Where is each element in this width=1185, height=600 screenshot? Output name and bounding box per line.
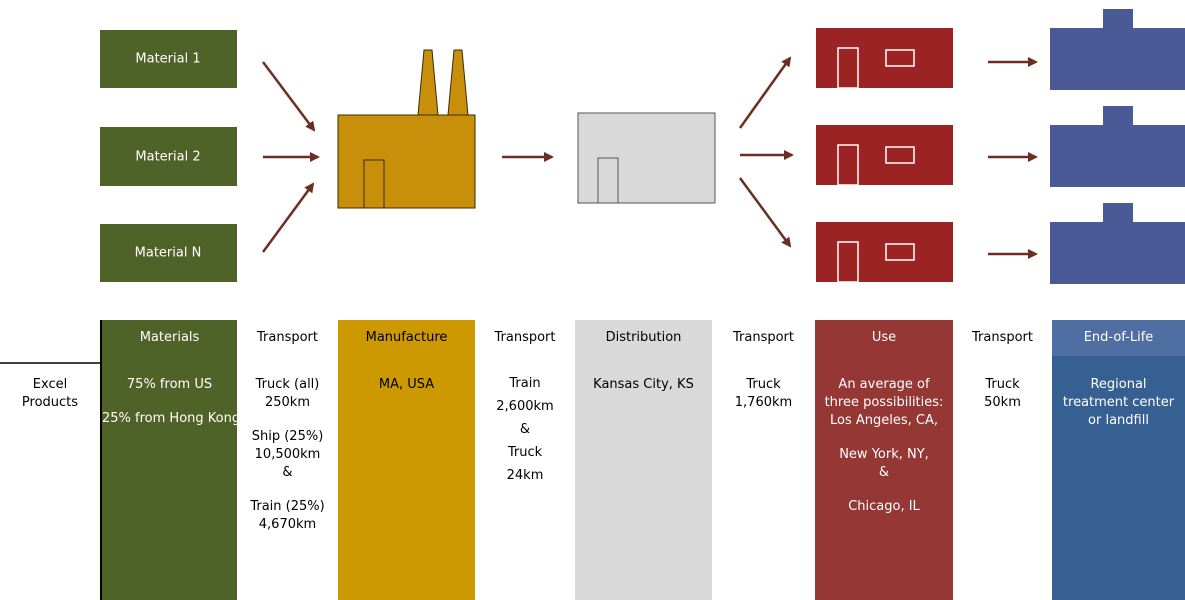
cell-paragraph: 75% from US [102, 376, 237, 394]
end-of-life-buildings [1050, 9, 1185, 284]
cell-text: & [237, 464, 338, 482]
cell-text: Kansas City, KS [575, 376, 712, 394]
table-column: Transport Truck (all)250km Ship (25%)10,50… [237, 320, 338, 600]
cell-paragraph: Truck (all)250km [237, 376, 338, 412]
cell: MA, USA [338, 356, 475, 394]
cell-text: 10,500km [237, 446, 338, 464]
cell-text: Truck [953, 376, 1052, 394]
page: Material 1 Material 2 Material N [0, 0, 1185, 600]
cell-text: New York, NY, [815, 446, 953, 464]
cell-paragraph: Ship (25%)10,500km& [237, 428, 338, 482]
cell-paragraph: Kansas City, KS [575, 376, 712, 394]
cell-text: Train [475, 372, 575, 395]
column-header: Transport [237, 320, 338, 356]
column-header: Transport [953, 320, 1052, 356]
table-column: Manufacture MA, USA [338, 320, 475, 600]
cell-text: An average of [815, 376, 953, 394]
cell-text: & [475, 418, 575, 441]
cell-paragraph: New York, NY,& [815, 446, 953, 482]
column-header: Manufacture [338, 320, 475, 356]
cell-text: 50km [953, 394, 1052, 412]
cell-text: Ship (25%) [237, 428, 338, 446]
distribution-center [578, 113, 715, 203]
column-header: End-of-Life [1052, 320, 1185, 356]
cell-text: 250km [237, 394, 338, 412]
material-label: Material 2 [135, 150, 200, 165]
cell-paragraph: 25% from Hong Kong [102, 410, 237, 428]
cell-text: 25% from Hong Kong [102, 410, 237, 428]
column-header: Transport [712, 320, 815, 356]
cell-text: Truck [475, 441, 575, 464]
table-column: Distribution Kansas City, KS [575, 320, 712, 600]
factory [338, 50, 475, 208]
cell-text: three possibilities: [815, 394, 953, 412]
column-header: Use [815, 320, 953, 356]
column-header: Materials [102, 320, 237, 356]
column-header: Distribution [575, 320, 712, 356]
cell-text: Regional [1052, 376, 1185, 394]
table-column: Materials 75% from US 25% from Hong Kong [100, 320, 237, 600]
cell-text: Los Angeles, CA, [815, 412, 953, 430]
cell: Kansas City, KS [575, 356, 712, 394]
cell-text: 2,600km [475, 395, 575, 418]
cell-text: Truck [712, 376, 815, 394]
cell-text: & [815, 464, 953, 482]
cell-text: or landfill [1052, 412, 1185, 430]
use-buildings [816, 28, 953, 282]
cell-text: 4,670km [237, 516, 338, 534]
material-label: Material N [135, 246, 202, 261]
cell-text: Chicago, IL [815, 498, 953, 516]
cell-paragraph: Train (25%)4,670km [237, 498, 338, 534]
cell-text: Truck (all) [237, 376, 338, 394]
row-label: Excel Products [0, 376, 100, 412]
cell-text: 1,760km [712, 394, 815, 412]
column-header: Transport [475, 320, 575, 356]
cell-text: MA, USA [338, 376, 475, 394]
material-label: Material 1 [135, 52, 200, 67]
cell-paragraph: MA, USA [338, 376, 475, 394]
cell-text: 75% from US [102, 376, 237, 394]
cell-text: Train (25%) [237, 498, 338, 516]
cell-paragraph: Chicago, IL [815, 498, 953, 516]
cell: 75% from US 25% from Hong Kong [102, 356, 237, 428]
cell-text: treatment center [1052, 394, 1185, 412]
cell-text: 24km [475, 464, 575, 487]
